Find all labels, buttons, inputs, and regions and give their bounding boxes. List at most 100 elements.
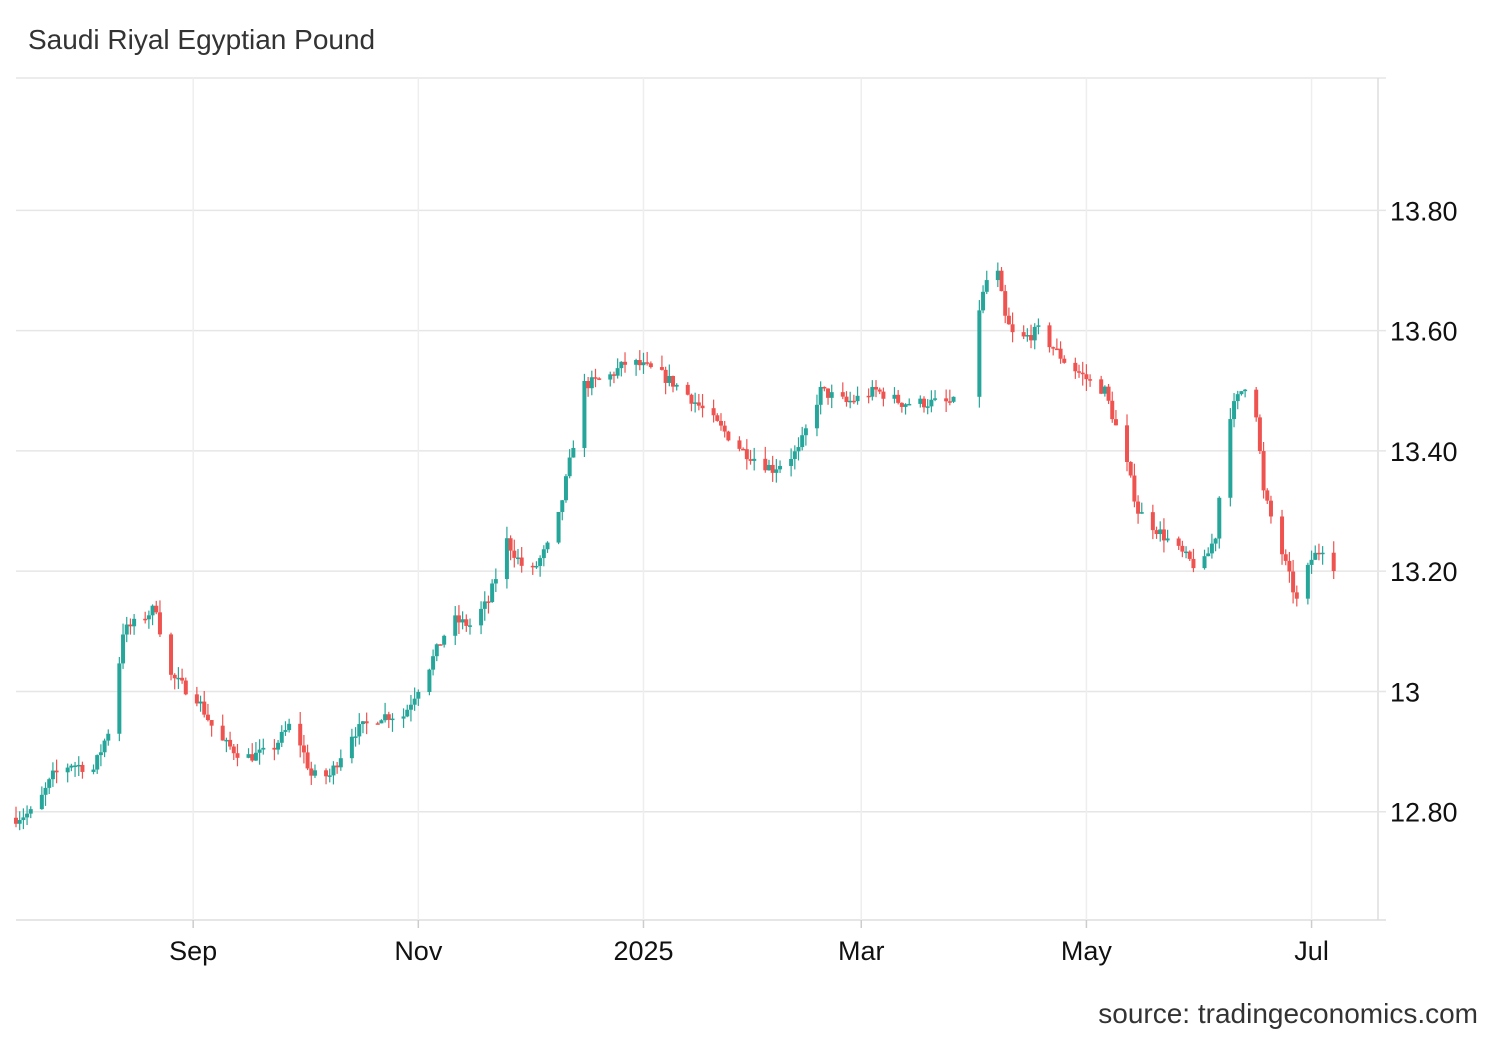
candle-up [102, 740, 107, 753]
candle-down [685, 384, 690, 395]
candle-down [748, 459, 753, 461]
candle-up [1102, 386, 1107, 394]
candle-up [1228, 419, 1233, 498]
candle-up [124, 624, 129, 635]
candle-down [250, 754, 255, 761]
candle-up [855, 395, 860, 402]
candle-up [453, 615, 458, 636]
candle-up [641, 362, 646, 366]
candle-down [194, 694, 199, 704]
candle-down [1294, 592, 1299, 599]
candle-up [1243, 389, 1248, 392]
candle-up [253, 752, 258, 761]
candle-up [981, 291, 986, 311]
candle-up [1184, 551, 1189, 554]
candle-down [671, 375, 676, 387]
candle-up [803, 428, 808, 436]
candle-up [434, 644, 439, 657]
candle-up [442, 635, 447, 645]
candle-down [1176, 538, 1181, 546]
candle-up [918, 398, 923, 404]
candle-up [814, 404, 819, 429]
candle-down [228, 739, 233, 747]
candle-up [121, 634, 126, 664]
candle-up [567, 457, 572, 477]
candle-up [619, 361, 624, 369]
candle-up [283, 730, 288, 732]
candle-up [479, 608, 484, 626]
candle-up [246, 754, 251, 758]
y-tick-label: 12.80 [1390, 798, 1458, 828]
candle-down [54, 770, 59, 773]
candle-down [1187, 551, 1192, 559]
candle-down [1113, 419, 1118, 426]
x-tick-label: 2025 [613, 936, 673, 966]
candle-down [874, 386, 879, 390]
candle-up [224, 739, 229, 742]
candle-down [128, 624, 133, 627]
candle-down [1084, 374, 1089, 380]
candle-up [331, 765, 336, 776]
candle-down [696, 402, 701, 406]
candle-up [556, 511, 561, 543]
candle-up [545, 542, 550, 550]
candle-down [844, 396, 849, 403]
candle-down [722, 425, 727, 432]
candle-up [412, 698, 417, 705]
candle-up [907, 403, 912, 406]
candle-down [530, 565, 535, 568]
candle-up [50, 770, 55, 780]
candle-down [896, 394, 901, 403]
candle-down [1021, 332, 1026, 337]
candle-down [1291, 571, 1296, 593]
candle-up [615, 368, 620, 376]
candle-up [870, 386, 875, 397]
candle-down [586, 380, 591, 389]
candle-up [106, 733, 111, 741]
candle-up [390, 718, 395, 721]
candle-down [1128, 462, 1133, 476]
candle-up [1232, 401, 1237, 420]
candle-down [947, 401, 952, 403]
candle-down [718, 420, 723, 426]
candle-down [231, 746, 236, 754]
candle-up [1165, 538, 1170, 541]
candle-up [608, 374, 613, 380]
candle-down [364, 721, 369, 724]
candle-down [881, 391, 886, 399]
candle-up [95, 755, 100, 770]
candle-up [21, 817, 26, 821]
y-tick-label: 13.60 [1390, 317, 1458, 347]
candle-down [851, 400, 856, 403]
candle-down [1150, 512, 1155, 531]
candle-down [1047, 325, 1052, 348]
candle-down [309, 768, 314, 776]
candle-up [589, 377, 594, 389]
candle-down [220, 725, 225, 741]
candle-down [1058, 348, 1063, 359]
candle-down [1106, 386, 1111, 401]
candle-down [202, 701, 207, 715]
candle-up [563, 476, 568, 501]
candle-up [933, 398, 938, 400]
candle-up [39, 794, 44, 810]
candle-down [663, 369, 668, 383]
candle-up [25, 813, 30, 818]
y-tick-label: 13.40 [1390, 437, 1458, 467]
candle-down [508, 538, 513, 551]
candle-up [73, 765, 78, 767]
y-tick-label: 13.20 [1390, 557, 1458, 587]
candle-down [1180, 545, 1185, 552]
candle-up [257, 749, 262, 753]
candle-up [1206, 553, 1211, 557]
candle-down [1257, 417, 1262, 452]
candle-down [1265, 490, 1270, 501]
candle-up [1032, 326, 1037, 341]
candle-up [1320, 552, 1325, 555]
candle-down [877, 389, 882, 392]
x-tick-label: May [1061, 936, 1113, 966]
candle-down [456, 615, 461, 623]
candle-up [132, 618, 137, 627]
candle-up [571, 447, 576, 458]
candle-down [1331, 552, 1336, 572]
